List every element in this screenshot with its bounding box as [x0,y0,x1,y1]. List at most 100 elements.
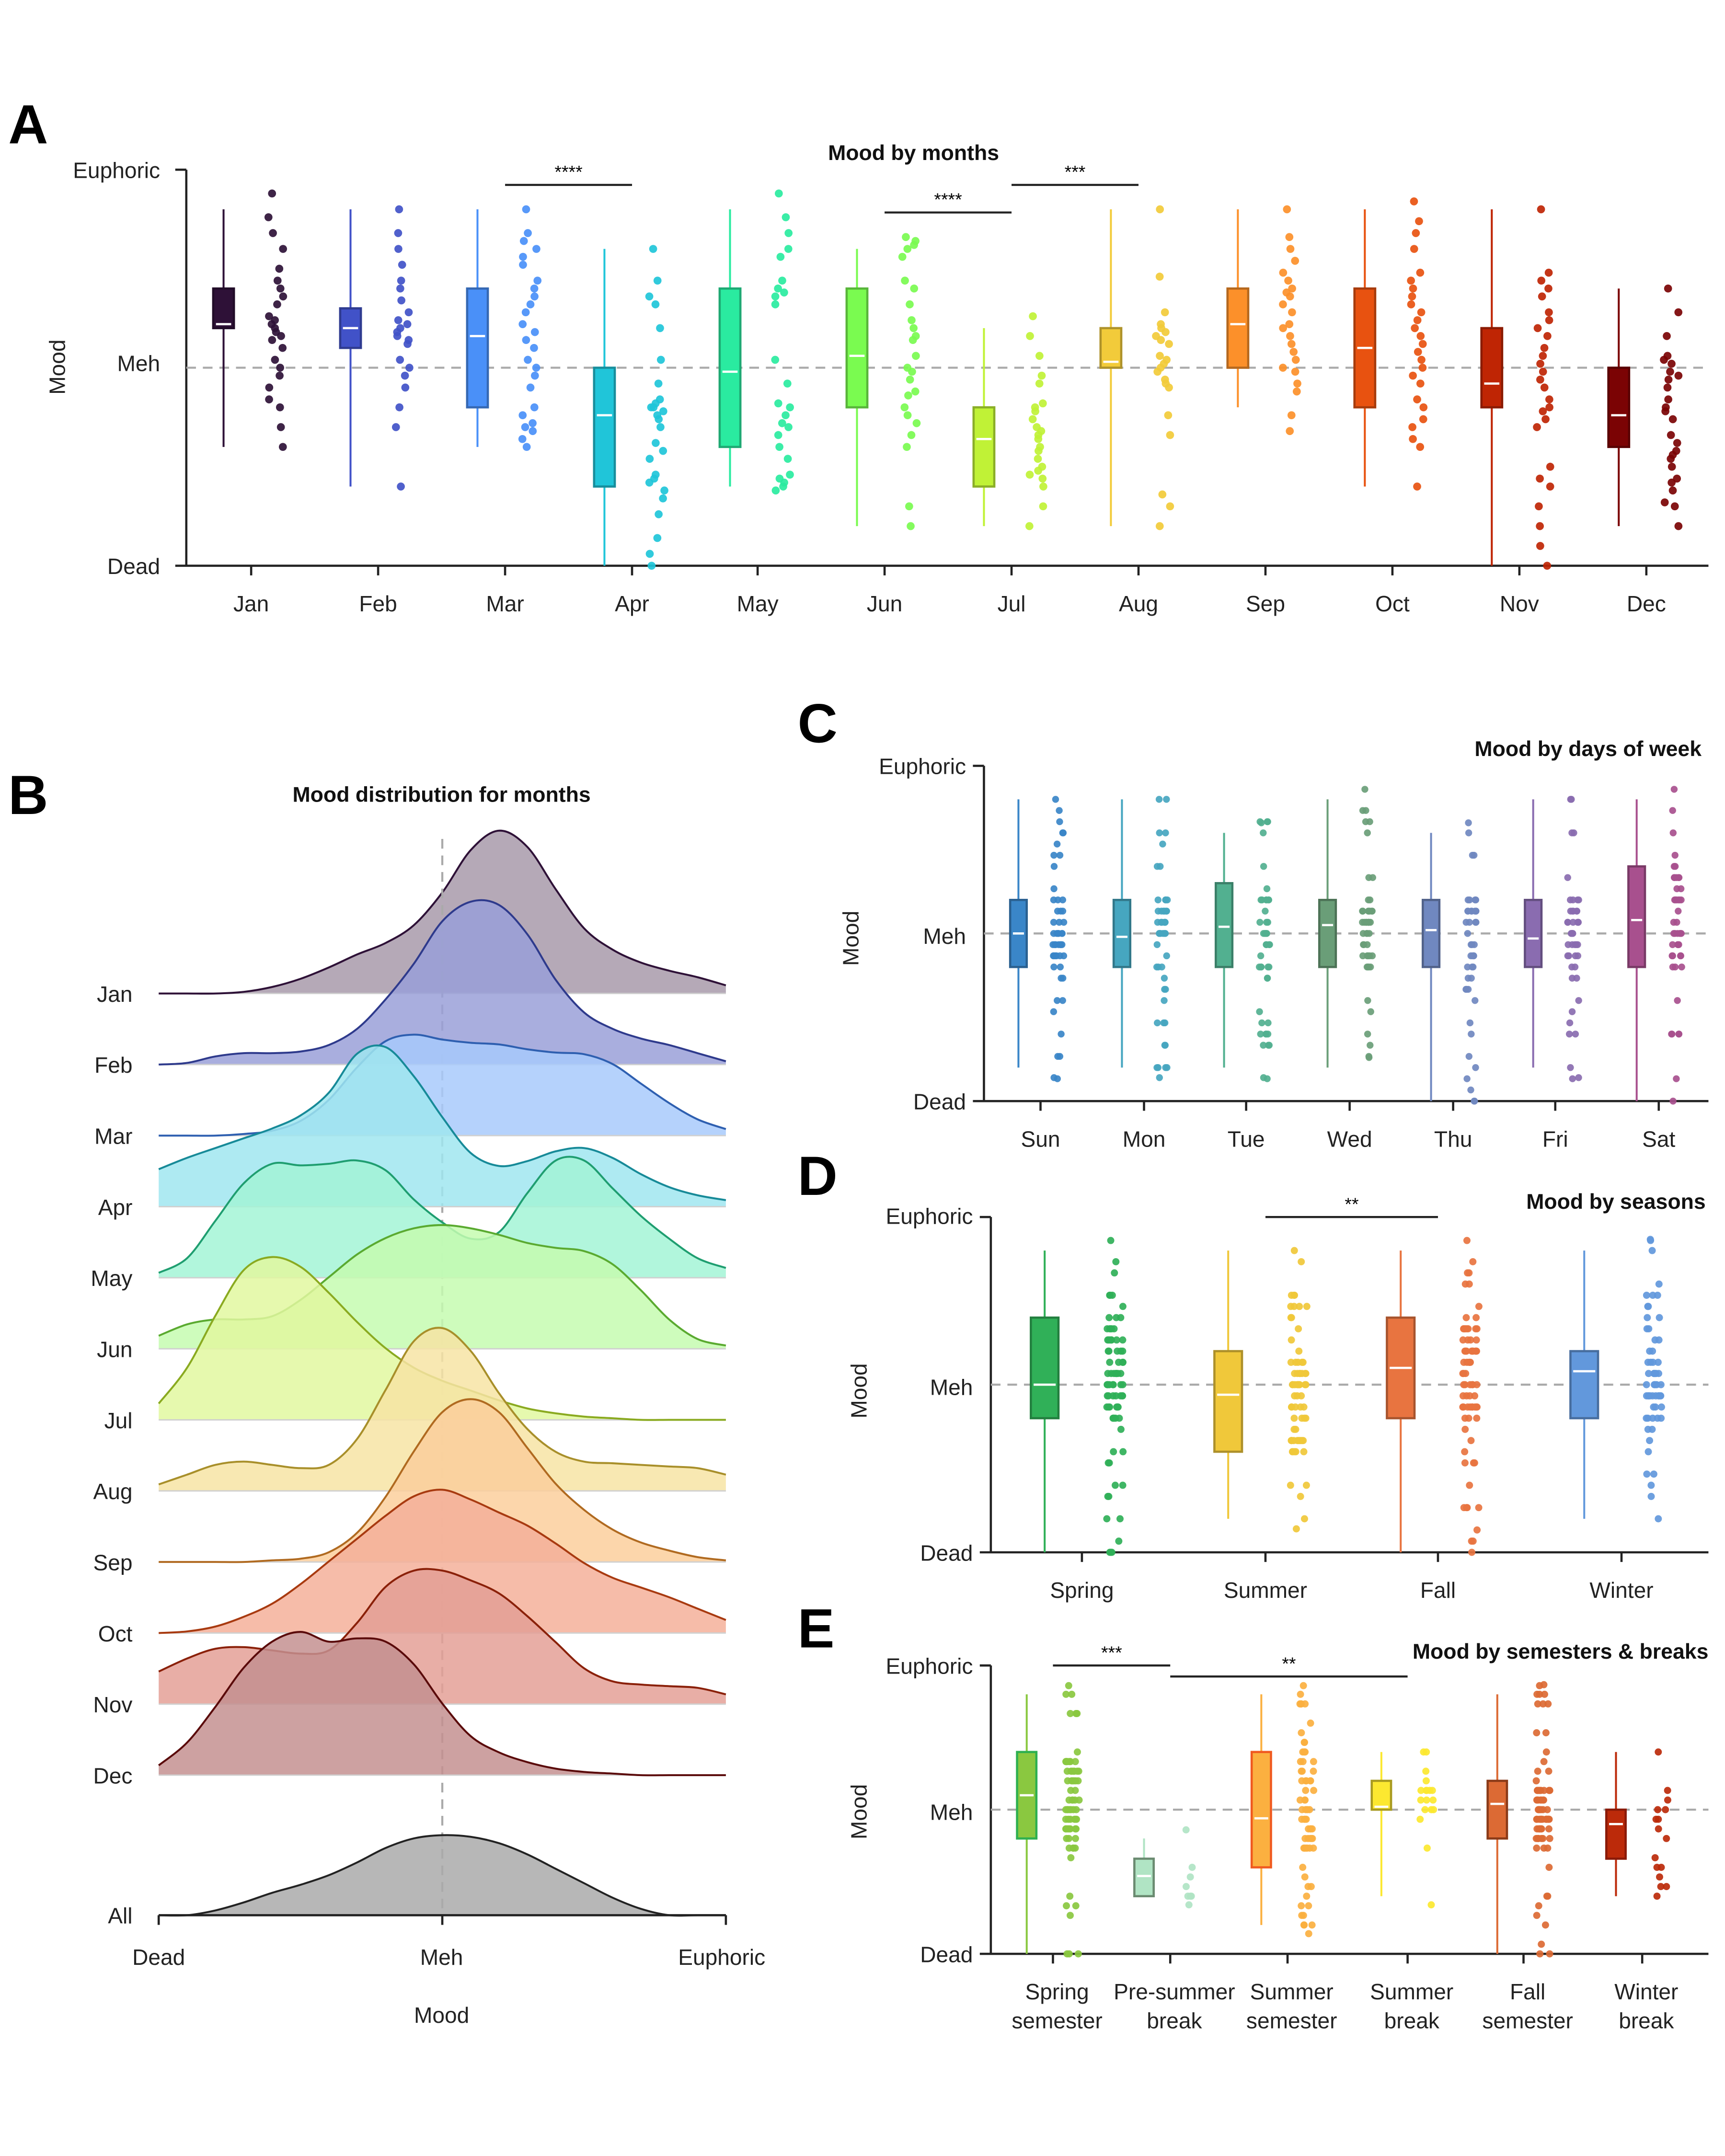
data-point [1643,1291,1650,1299]
data-point [1539,407,1547,415]
data-point [1643,1381,1650,1388]
data-point [1119,1481,1127,1489]
data-point [1545,308,1553,317]
data-point [1258,1019,1265,1027]
data-point [1105,1336,1113,1344]
category-winter [1569,1236,1665,1523]
x-tick-label: Thu [1434,1126,1472,1151]
data-point [530,292,539,301]
data-point [1164,411,1173,420]
data-point [1117,1314,1125,1321]
data-point [519,252,527,261]
panel-c-title: Mood by days of week [1474,737,1702,761]
panel-d-ytick-dead: Dead [920,1540,973,1565]
box [1607,367,1631,448]
data-point [1409,371,1417,380]
data-point [1569,930,1576,937]
data-point [396,284,404,293]
panel-b-ridgeline: Mood distribution for months Jan Feb Mar Ap… [91,783,765,2028]
data-point [1119,1336,1127,1344]
data-point [774,189,783,198]
data-point [1055,930,1062,937]
data-point [655,510,663,518]
data-point [1572,1031,1579,1038]
data-point [1257,896,1265,904]
data-point [1646,1437,1654,1445]
data-point [1310,1758,1317,1766]
data-point [1646,1236,1654,1243]
data-point [910,284,919,293]
data-point [1565,952,1573,960]
data-point [910,241,918,249]
data-point [908,367,916,376]
data-point [1674,522,1683,530]
box [1213,1350,1243,1453]
data-point [279,245,288,253]
data-point [519,237,528,245]
data-point [778,276,786,285]
box [1133,1858,1155,1898]
category-summer-semester [1250,1682,1318,1938]
data-point [647,403,656,412]
data-point [1072,1902,1080,1910]
data-point [1119,1448,1127,1456]
data-point [522,443,531,451]
data-point [1651,1854,1659,1861]
data-point [1542,1815,1550,1823]
data-point [1535,1902,1542,1910]
data-point [1058,941,1066,948]
data-point [395,403,403,412]
data-point [1297,1403,1304,1411]
data-point [1472,997,1479,1004]
data-point [1569,896,1576,904]
significance-label: **** [554,162,582,182]
data-point [903,411,912,420]
data-point [1669,941,1676,948]
data-point [1292,387,1301,396]
data-point [1544,1844,1552,1852]
x-tick-label: Tue [1228,1126,1265,1151]
data-point [1056,807,1063,814]
data-point [1544,1700,1552,1708]
data-point [1473,1325,1481,1332]
data-point [1288,308,1296,317]
ridge-label: Sep [93,1550,132,1575]
data-point [1468,1031,1475,1038]
data-point [1670,930,1678,937]
data-point [647,562,656,570]
data-point [1670,874,1678,881]
data-point [1536,1950,1544,1958]
data-point [1260,829,1267,837]
data-point [1647,1492,1655,1500]
data-point [1536,522,1544,530]
data-point [1668,1031,1675,1038]
data-point [1541,1690,1548,1698]
data-point [1288,1314,1295,1321]
data-point [276,364,284,372]
data-point [1661,407,1669,415]
data-point [1469,1403,1476,1411]
data-point [1670,863,1678,870]
data-point [775,443,783,451]
data-point [1299,1767,1306,1775]
panel-c-ytick-meh: Meh [923,924,966,949]
data-point [1364,997,1371,1004]
data-point [1656,1873,1663,1881]
category-apr [593,245,668,570]
ridge-area [159,1835,726,1916]
panel-label-d: D [798,1146,838,1207]
data-point [1416,332,1425,340]
data-point [1292,1525,1300,1533]
data-point [1054,997,1061,1004]
data-point [1657,1414,1665,1422]
data-point [1546,462,1554,471]
data-point [1159,840,1166,848]
data-point [1536,542,1544,550]
panel-a-months-boxplot: Mood by months Mood Euphoric Meh Dead **… [45,141,1709,616]
data-point [1575,896,1582,904]
data-point [1655,1336,1663,1344]
data-point [1534,1767,1541,1775]
ridge-label: Apr [98,1195,133,1220]
data-point [1655,1392,1663,1399]
data-point [906,300,914,309]
